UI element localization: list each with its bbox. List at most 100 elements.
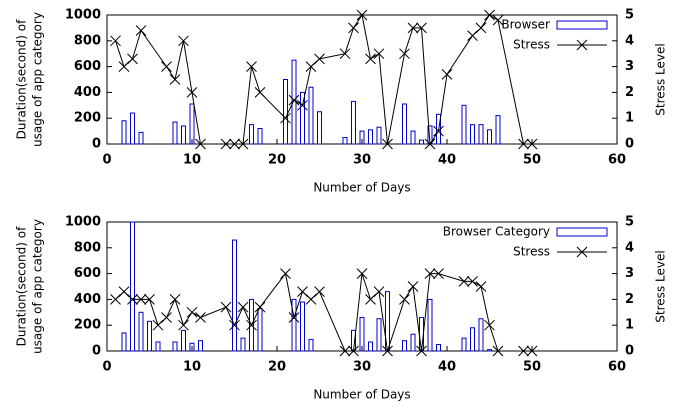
bar [410, 333, 416, 352]
stress-marker [407, 22, 419, 34]
stress-marker [246, 61, 257, 72]
y-axis-label: usage of app category [31, 12, 45, 147]
x-tick-label: 20 [268, 360, 286, 375]
y-tick-label: 600 [74, 266, 101, 281]
stress-marker [169, 294, 181, 305]
x-axis-label: Number of Days [313, 388, 410, 402]
stress-marker [254, 301, 266, 313]
stress-marker [220, 138, 232, 150]
bar [121, 120, 127, 145]
stress-marker [237, 301, 249, 313]
y-tick-label: 600 [74, 59, 101, 74]
bar [487, 129, 492, 145]
stress-marker [135, 294, 147, 305]
bar [147, 320, 152, 352]
bar [300, 91, 305, 145]
bar [461, 337, 467, 352]
legend-label: Browser [501, 18, 550, 32]
stress-marker [280, 268, 291, 279]
stress-marker [458, 275, 470, 287]
bar [368, 129, 373, 145]
legend-swatch [556, 227, 608, 237]
stress-marker [475, 22, 487, 34]
bar [232, 239, 237, 352]
bar [478, 318, 484, 352]
stress-marker [416, 22, 427, 34]
stress-marker [118, 61, 130, 72]
plot-frame [106, 221, 618, 352]
y2-tick-label: 4 [625, 33, 634, 48]
bar [249, 124, 254, 145]
x-tick-label: 20 [268, 153, 286, 168]
stress-marker [314, 53, 325, 65]
stress-marker [356, 268, 368, 279]
y2-tick-label: 1 [625, 111, 634, 126]
bar [402, 103, 407, 145]
bar [138, 131, 144, 145]
bar [368, 341, 373, 352]
stress-marker [127, 294, 138, 305]
y-tick-label: 400 [74, 292, 101, 307]
stress-marker [518, 138, 529, 150]
bar [138, 311, 144, 352]
x-tick-label: 30 [353, 360, 371, 375]
stress-marker [484, 9, 495, 21]
stress-marker [365, 294, 376, 305]
x-tick-label: 40 [438, 360, 456, 375]
bar [470, 327, 475, 352]
stress-marker [382, 345, 393, 357]
bar [172, 121, 178, 145]
bar [130, 112, 135, 145]
stress-marker [110, 35, 121, 47]
bar [283, 79, 288, 145]
y-tick-label: 800 [74, 240, 101, 255]
bar [351, 100, 356, 145]
bar [436, 344, 441, 352]
stress-marker [118, 286, 130, 298]
legend-marker [576, 246, 588, 258]
x-tick-label: 0 [102, 153, 111, 168]
x-tick-label: 50 [523, 360, 541, 375]
stress-marker [441, 68, 453, 80]
bar [342, 137, 348, 145]
bar [300, 301, 305, 352]
bar [257, 307, 263, 352]
stress-marker [492, 14, 504, 26]
plot-frame [106, 14, 618, 145]
bar [478, 124, 484, 145]
stress-marker [152, 319, 164, 331]
y2-tick-label: 3 [625, 266, 634, 281]
bar [317, 111, 322, 145]
y2-tick-label: 5 [625, 215, 634, 230]
stress-marker [229, 138, 240, 150]
y2-tick-label: 0 [625, 344, 634, 359]
y-axis-label: Duration(second) of [15, 19, 29, 139]
stress-marker [492, 345, 504, 357]
y-tick-label: 400 [74, 85, 101, 100]
stress-marker [161, 312, 172, 323]
stress-marker [280, 112, 291, 124]
subplot: 0 10 20 30 40 50 6002004006008001000012345Numb… [15, 215, 668, 402]
y2-tick-label: 3 [625, 59, 634, 74]
bar [410, 130, 416, 145]
stress-marker [424, 138, 436, 150]
y2-tick-label: 4 [625, 240, 634, 255]
stress-marker [178, 319, 189, 331]
stress-marker [161, 61, 172, 72]
bar [249, 298, 254, 352]
bar [181, 125, 186, 145]
stress-marker [416, 345, 427, 357]
x-tick-label: 30 [353, 153, 371, 168]
stress-marker [237, 138, 249, 150]
y-axis-label: usage of app category [31, 219, 45, 354]
stress-marker [433, 268, 444, 279]
bar [487, 349, 492, 352]
stress-marker [314, 286, 325, 298]
x-tick-label: 40 [438, 153, 456, 168]
x-tick-label: 0 [102, 360, 111, 375]
stress-marker [195, 138, 206, 150]
x-tick-label: 10 [183, 360, 201, 375]
stress-marker [382, 138, 393, 150]
stress-marker [365, 53, 376, 65]
y-tick-label: 0 [92, 344, 101, 359]
